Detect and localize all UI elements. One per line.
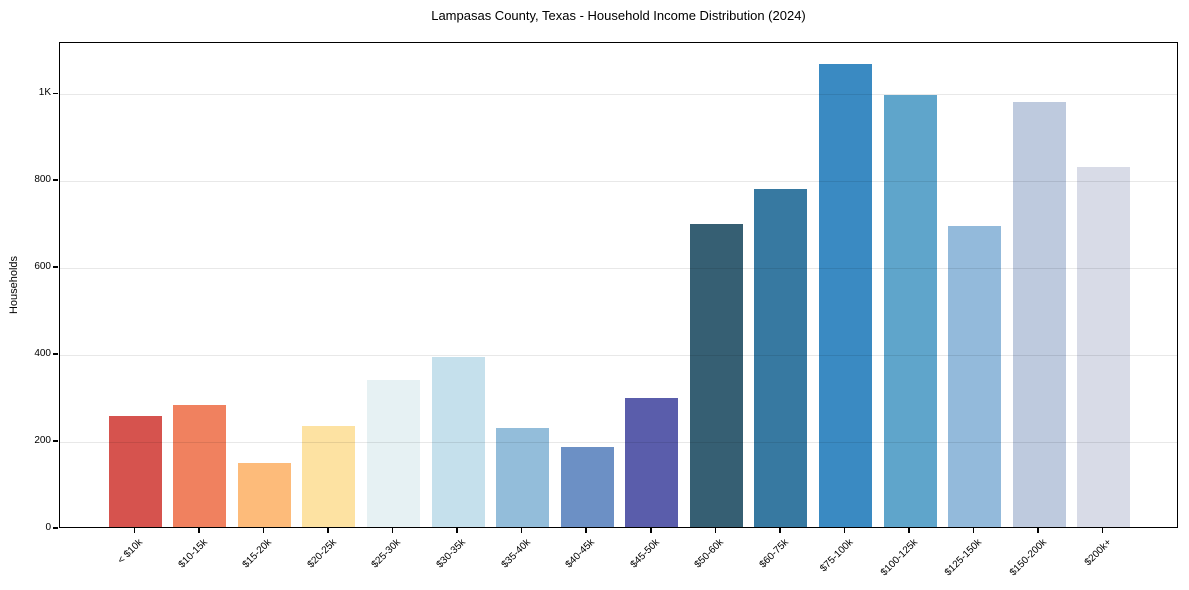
x-tick-label: $45-50k: [628, 537, 662, 571]
bar-$25-30k: [367, 380, 421, 527]
x-tick-mark: [520, 528, 523, 533]
x-tick-label: $75-100k: [817, 537, 856, 575]
x-tick-label: $150-200k: [1007, 537, 1049, 579]
y-tick-label: 600: [34, 261, 51, 273]
x-tick-mark: [650, 528, 652, 533]
x-tick-label: $100-125k: [878, 537, 920, 579]
bar-$60-75k: [754, 188, 808, 527]
y-tick-mark: [53, 179, 58, 181]
y-tick-mark: [53, 440, 58, 442]
bar-< $10k: [108, 416, 162, 527]
gridline-400: [60, 354, 1177, 356]
x-tick-label: $125-150k: [943, 537, 985, 579]
x-tick-label: $25-30k: [369, 537, 404, 571]
x-tick-mark: [908, 528, 910, 533]
x-tick-mark: [262, 528, 265, 533]
x-tick-mark: [972, 528, 975, 533]
x-tick-mark: [779, 528, 781, 533]
gridline-800: [60, 180, 1177, 182]
y-tick-mark: [53, 527, 58, 529]
x-tick-mark: [133, 528, 136, 533]
x-tick-label: $30-35k: [434, 537, 468, 571]
x-tick-label: $35-40k: [499, 537, 533, 571]
x-tick-label: $15-20k: [240, 537, 275, 571]
x-tick-label: $60-75k: [757, 537, 791, 571]
bar-$200k+: [1077, 166, 1131, 527]
bar-$45-50k: [625, 397, 679, 527]
y-tick-label: 800: [34, 174, 51, 186]
bar-$125-150k: [948, 226, 1002, 527]
gridline-600: [60, 267, 1177, 269]
x-tick-mark: [198, 528, 200, 533]
bar-$35-40k: [496, 427, 550, 527]
gridline-200: [60, 441, 1177, 443]
bar-$15-20k: [237, 463, 291, 527]
x-tick-mark: [585, 528, 587, 533]
y-tick-label: 200: [34, 435, 51, 447]
bar-$40-45k: [560, 447, 614, 527]
x-tick-mark: [843, 528, 846, 533]
y-tick-mark: [53, 266, 58, 268]
bar-$50-60k: [689, 224, 743, 527]
x-tick-mark: [1101, 528, 1104, 533]
x-tick-mark: [391, 528, 394, 533]
y-tick-mark: [53, 92, 58, 95]
x-tick-label: $40-45k: [563, 537, 597, 571]
bar-$150-200k: [1012, 102, 1066, 527]
x-tick-mark: [456, 528, 458, 533]
x-tick-label: $200k+: [1082, 537, 1114, 569]
bar-$10-15k: [173, 405, 227, 527]
x-tick-label: $50-60k: [692, 537, 727, 571]
x-tick-mark: [327, 528, 329, 533]
x-tick-mark: [1037, 528, 1039, 533]
bar-$100-125k: [883, 95, 937, 527]
y-tick-mark: [53, 353, 58, 355]
bar-$30-35k: [431, 357, 485, 527]
gridline-1K: [60, 93, 1177, 95]
chart-title: Lampasas County, Texas - Household Incom…: [431, 8, 806, 23]
x-tick-label: $20-25k: [305, 537, 339, 571]
bar-$75-100k: [818, 64, 872, 527]
y-tick-label: 0: [45, 522, 51, 533]
bar-$20-25k: [302, 425, 356, 527]
x-tick-label: < $10k: [115, 537, 146, 567]
y-tick-label: 1K: [38, 87, 51, 99]
plot-area: [59, 42, 1178, 528]
x-tick-label: $10-15k: [176, 537, 210, 571]
x-tick-mark: [714, 528, 717, 533]
y-tick-label: 400: [34, 348, 51, 360]
